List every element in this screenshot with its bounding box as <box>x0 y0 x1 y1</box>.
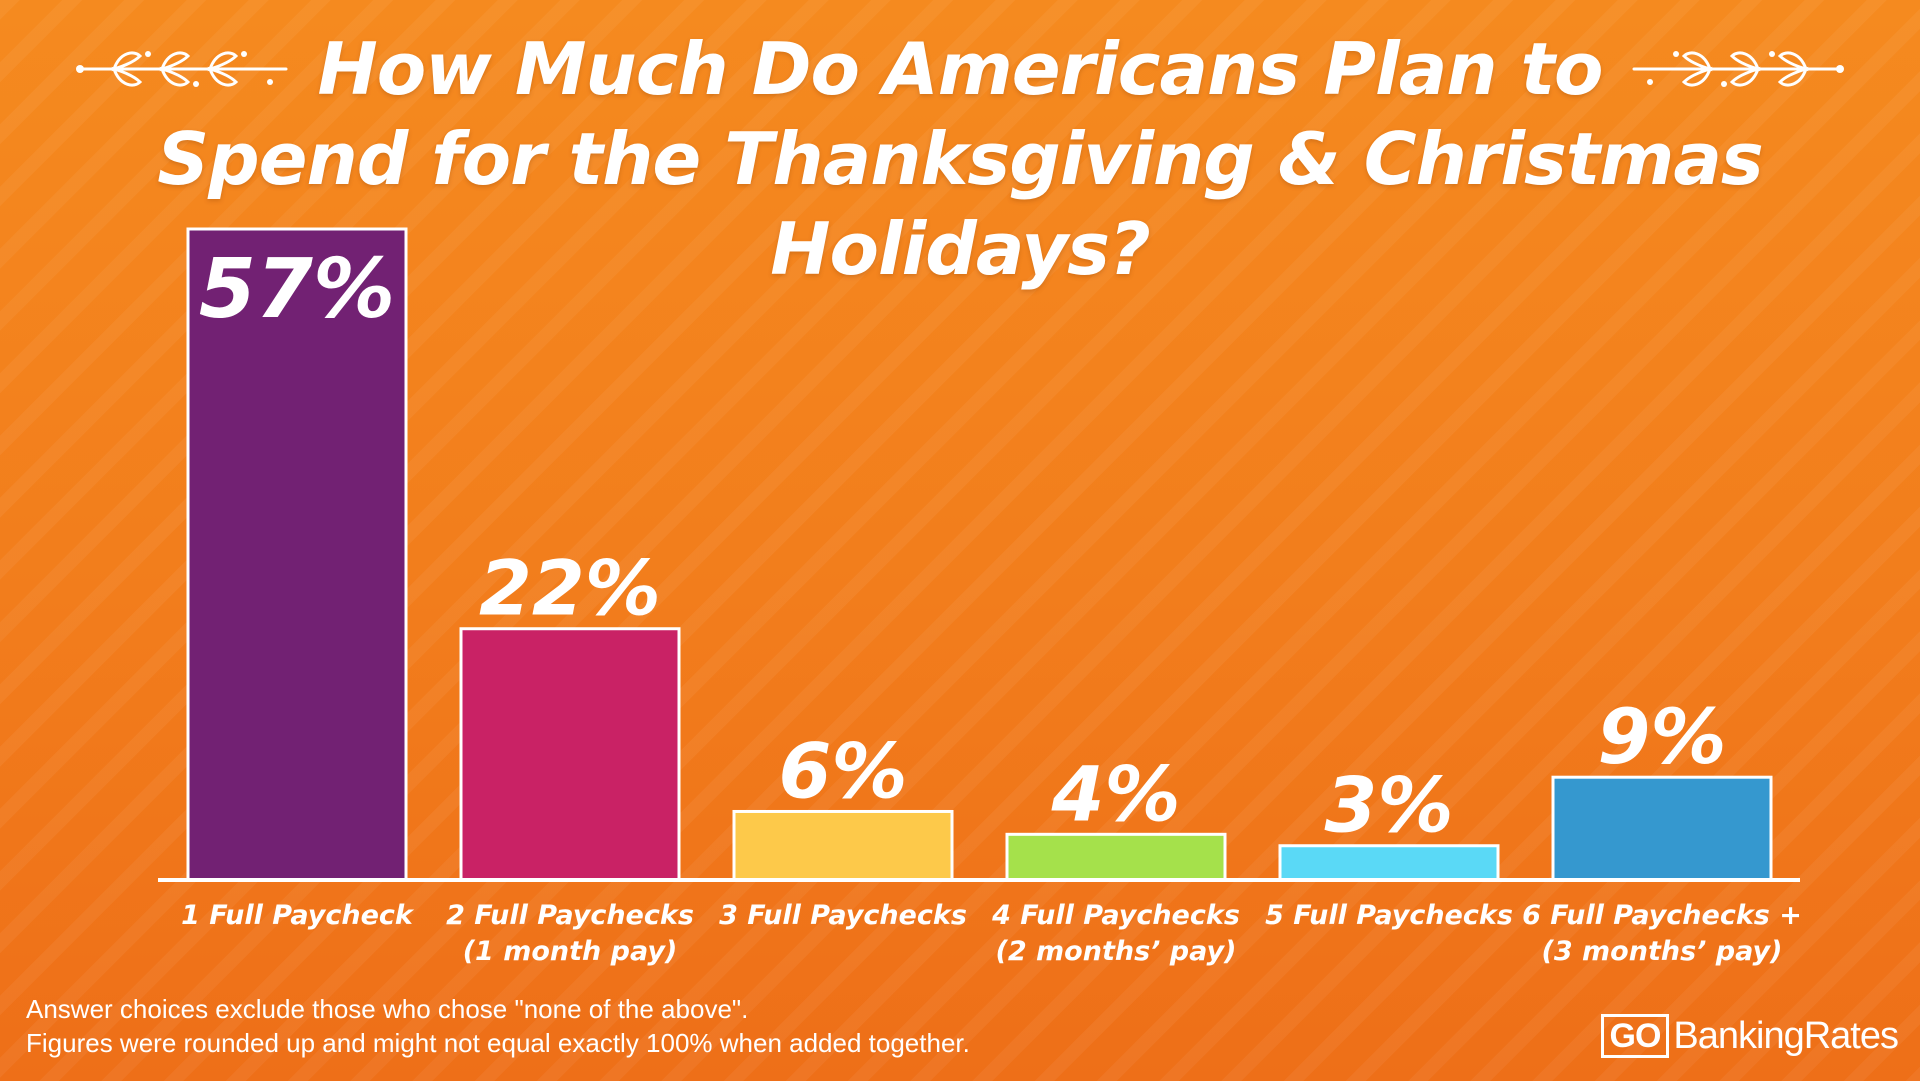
value-label-6: 9% <box>1597 692 1726 781</box>
chart-title-line1: How Much Do Americans Plan to <box>317 27 1604 111</box>
category-label-6-line1: 6 Full Paychecks + <box>1522 900 1802 931</box>
value-label-3: 6% <box>778 726 907 815</box>
footnote-line1: Answer choices exclude those who chose "… <box>26 994 749 1024</box>
footnote-line2: Figures were rounded up and might not eq… <box>26 1028 970 1058</box>
value-label-1: 57% <box>199 242 395 337</box>
value-label-4: 4% <box>1050 749 1180 838</box>
bar-6 <box>1551 775 1773 882</box>
chart-title: How Much Do Americans Plan to <box>0 24 1920 294</box>
value-label-2: 22% <box>479 544 661 633</box>
bar-4 <box>1005 832 1227 882</box>
category-label-3-line1: 3 Full Paychecks <box>719 900 967 931</box>
bar-1 <box>186 227 408 882</box>
bar-3 <box>732 809 954 882</box>
leaf-ornament-right-icon <box>1626 44 1846 94</box>
gobankingrates-logo: GO BankingRates <box>1600 1013 1899 1059</box>
category-label-4-line1: 4 Full Paychecks <box>991 900 1240 931</box>
chart-title-line2: Spend for the Thanksgiving & Christmas H… <box>157 117 1764 291</box>
logo-wordmark: BankingRates <box>1673 1014 1899 1057</box>
leaf-ornament-left-icon <box>74 44 294 94</box>
value-label-5: 3% <box>1324 761 1453 850</box>
footnote: Answer choices exclude those who chose "… <box>26 992 970 1060</box>
category-label-1-line1: 1 Full Paycheck <box>181 900 415 931</box>
bar-5 <box>1278 844 1500 882</box>
category-label-2-line2: (1 month pay) <box>463 936 678 967</box>
labels-layer: 57% 1 Full Paycheck 22% 2 Full Paychecks (1 … <box>181 242 1802 967</box>
category-label-6-line2: (3 months’ pay) <box>1542 936 1783 967</box>
category-label-4-line2: (2 months’ pay) <box>996 936 1237 967</box>
logo-go-box: GO <box>1600 1014 1670 1058</box>
bar-2 <box>459 627 681 882</box>
bars-layer <box>186 227 1773 882</box>
category-label-5-line1: 5 Full Paychecks <box>1265 900 1513 931</box>
category-label-2-line1: 2 Full Paychecks <box>446 900 694 931</box>
